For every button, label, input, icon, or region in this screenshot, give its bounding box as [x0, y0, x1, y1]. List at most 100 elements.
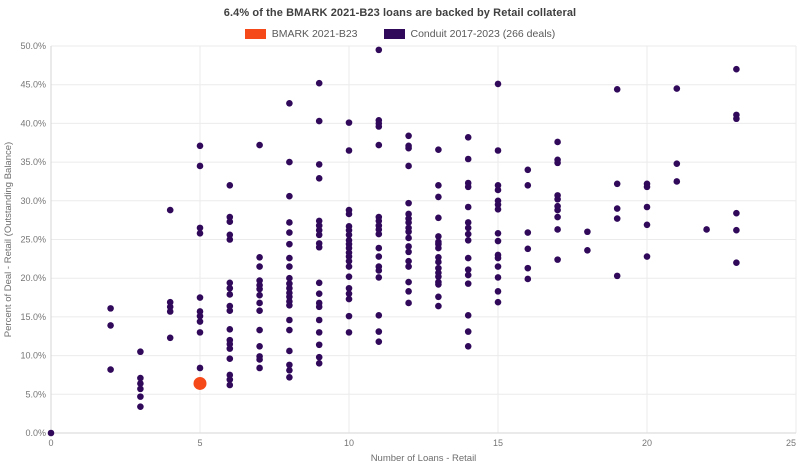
conduit-point: [464, 236, 472, 244]
conduit-point: [405, 288, 412, 295]
conduit-point: [464, 203, 472, 211]
conduit-point: [345, 329, 353, 336]
conduit-point: [315, 360, 323, 367]
conduit-point: [375, 123, 383, 130]
conduit-point: [286, 263, 293, 270]
conduit-point: [405, 248, 412, 256]
conduit-point: [166, 206, 174, 214]
conduit-point: [464, 219, 472, 226]
conduit-point: [286, 240, 293, 248]
bmark-point: [193, 376, 207, 390]
conduit-point: [345, 284, 353, 292]
conduit-point: [733, 115, 740, 123]
conduit-point: [226, 307, 234, 315]
gridlines: [51, 45, 797, 433]
conduit-point: [286, 316, 293, 324]
conduit-point: [494, 80, 502, 88]
conduit-point: [494, 186, 502, 194]
conduit-point: [554, 159, 561, 167]
conduit-point: [196, 312, 204, 320]
conduit-point: [256, 343, 263, 350]
conduit-point: [315, 329, 323, 336]
conduit-point: [405, 263, 412, 270]
conduit-point: [554, 195, 561, 203]
conduit-point: [196, 230, 204, 237]
conduit-point: [286, 254, 293, 262]
legend-swatch-conduit: [383, 29, 405, 39]
conduit-point: [196, 142, 204, 150]
conduit-point: [494, 254, 502, 262]
conduit-point: [286, 326, 293, 334]
conduit-point: [345, 273, 353, 280]
conduit-point: [315, 279, 323, 287]
conduit-point: [375, 328, 383, 335]
conduit-point: [435, 293, 442, 301]
conduit-point: [733, 209, 740, 217]
conduit-point: [345, 257, 353, 265]
conduit-point: [613, 205, 621, 212]
legend: BMARK 2021-B23 Conduit 2017-2023 (266 de…: [0, 27, 800, 41]
conduit-point: [107, 366, 114, 373]
y-tick-label: 25.0%: [20, 235, 46, 245]
conduit-point: [196, 224, 204, 232]
conduit-point: [256, 263, 263, 270]
conduit-point: [643, 253, 651, 260]
conduit-point: [375, 253, 383, 260]
conduit-point: [226, 302, 234, 310]
x-tick-label: 5: [197, 438, 202, 448]
conduit-point: [196, 364, 204, 372]
conduit-point: [345, 147, 353, 154]
conduit-point: [524, 229, 532, 236]
y-tick-label: 40.0%: [20, 118, 46, 128]
conduit-point: [554, 213, 561, 221]
conduit-point: [166, 334, 174, 342]
conduit-point: [464, 328, 472, 335]
conduit-point: [286, 301, 293, 309]
y-tick-label: 35.0%: [20, 157, 46, 167]
y-tick-label: 45.0%: [20, 80, 46, 90]
conduit-point: [226, 376, 234, 383]
conduit-point: [494, 182, 502, 189]
conduit-point: [524, 245, 532, 253]
conduit-point: [494, 201, 502, 208]
conduit-point: [464, 134, 472, 141]
x-tick-label: 15: [493, 438, 503, 448]
conduit-point: [226, 231, 234, 239]
conduit-point: [286, 229, 293, 236]
conduit-point: [375, 267, 383, 274]
conduit-point: [286, 361, 293, 369]
conduit-point: [405, 234, 412, 242]
conduit-point: [196, 294, 204, 301]
conduit-point: [733, 259, 740, 267]
conduit-point: [137, 380, 144, 387]
conduit-point: [166, 298, 174, 306]
conduit-point: [166, 303, 174, 311]
conduit-point: [494, 274, 502, 281]
legend-label-bmark: BMARK 2021-B23: [271, 28, 358, 40]
conduit-point: [196, 318, 204, 325]
conduit-point: [286, 293, 293, 301]
conduit-point: [464, 271, 472, 279]
conduit-point: [286, 99, 293, 107]
legend-item-conduit: Conduit 2017-2023 (266 deals): [383, 28, 555, 40]
tick-labels: 0.0% 5.0% 10.0% 15.0% 20.0% 25.0% 30.0% 35.0% 40…: [20, 41, 796, 448]
x-tick-label: 20: [642, 438, 652, 448]
conduit-point: [494, 298, 502, 306]
conduit-point: [375, 226, 383, 233]
conduit-point: [226, 345, 234, 352]
conduit-point: [286, 192, 293, 200]
y-tick-label: 10.0%: [20, 351, 46, 361]
conduit-point: [494, 237, 502, 245]
conduit-point: [256, 285, 263, 293]
conduit-point: [286, 274, 293, 282]
conduit-point: [554, 138, 561, 146]
conduit-point: [315, 290, 323, 297]
y-tick-label: 20.0%: [20, 273, 46, 283]
conduit-point: [256, 299, 263, 307]
conduit-point: [286, 373, 293, 381]
conduit-point: [435, 146, 442, 154]
conduit-point: [435, 244, 442, 252]
conduit-point: [613, 180, 621, 188]
conduit-point: [435, 182, 442, 189]
